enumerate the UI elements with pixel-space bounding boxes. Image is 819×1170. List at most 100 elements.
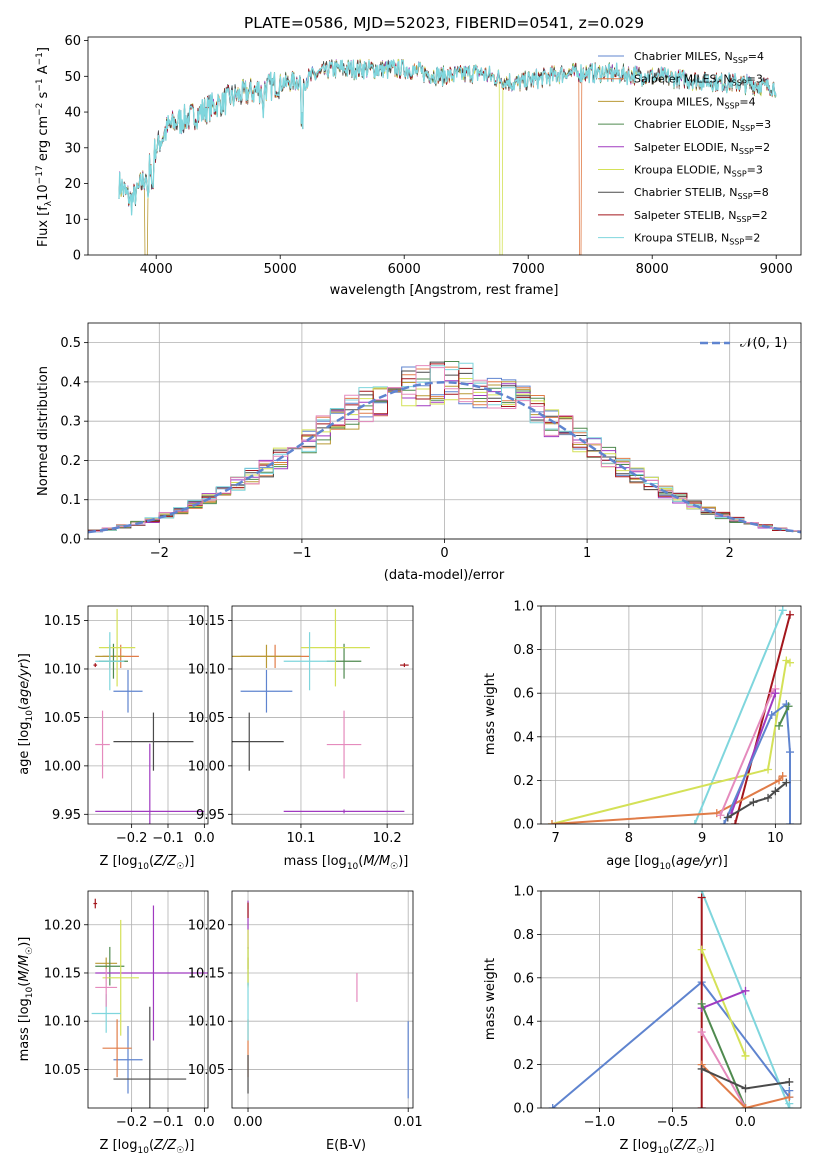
y-tick-label: 10.15 [44, 966, 81, 981]
y-tick-label: 10.05 [44, 1063, 81, 1078]
x-tick-label: 7 [552, 831, 560, 846]
mass-weight-marker [775, 776, 784, 785]
y-tick-label: 10.15 [188, 966, 225, 981]
mass-weight-marker [741, 986, 750, 995]
age-z-ylabel: age [log10(age/yr)] [17, 653, 35, 775]
axes-frame [87, 605, 209, 825]
y-tick-label: 0.3 [60, 415, 81, 430]
mass-z-ylabel: mass [log10(M/M☉)] [17, 937, 35, 1062]
mass-weight-marker [764, 765, 773, 774]
mass-weight-marker [775, 721, 784, 730]
clipped-marks [548, 891, 794, 1108]
y-tick-label: 30 [64, 141, 81, 156]
mass-weight-marker [741, 1084, 750, 1093]
y-tick-label: 0.4 [513, 730, 534, 745]
mass-z-plot-area: −0.2 −0.1 0.0 10.05 10.10 10.15 10.20 [44, 890, 215, 1130]
clipped-marks [93, 608, 205, 824]
spectrum-plot-area: 4000 5000 6000 7000 8000 9000 0 10 20 30 40 50 60 Cha… [64, 34, 802, 277]
histogram-steps [88, 365, 801, 535]
axes-frame [540, 890, 802, 1109]
mass-weight-marker [785, 1093, 794, 1102]
mass-weight-line [700, 1003, 747, 1108]
axes-frame [87, 36, 802, 256]
mass-weight-marker [697, 1028, 706, 1037]
x-tick-label: 0 [440, 546, 448, 561]
mass-weight-marker [697, 1104, 706, 1108]
y-tick-label: 0.8 [513, 643, 534, 658]
mw-age-xlabel: age [log10(age/yr)] [606, 854, 728, 872]
mass-weight-line [700, 1063, 790, 1108]
spectrum-title: PLATE=0586, MJD=52023, FIBERID=0541, z=0… [244, 14, 644, 32]
axes-frame [231, 605, 414, 825]
legend-entry: Kroupa STELIB, NSSP=2 [634, 232, 760, 247]
mass-weight-marker [716, 811, 725, 820]
clipped-marks [118, 58, 777, 255]
y-tick-label: 50 [64, 70, 81, 85]
x-tick-label: −0.1 [152, 1115, 184, 1130]
spectrum-ylabel: Flux [fλ10−17 erg cm−2 s−1 A−1] [35, 47, 54, 247]
y-tick-label: 10.10 [188, 662, 225, 677]
x-tick-label: −0.2 [116, 1115, 148, 1130]
y-tick-label: 0.6 [513, 687, 534, 702]
spectrum-series-line [118, 59, 777, 216]
mass-weight-marker [741, 1051, 750, 1060]
x-tick-label: −2 [150, 546, 169, 561]
y-tick-label: 0.0 [513, 818, 534, 833]
x-tick-label: 6000 [388, 262, 421, 277]
spectrum-series-line [118, 59, 777, 255]
legend-entry: Salpeter STELIB, NSSP=2 [634, 209, 768, 224]
mass-weight-line [778, 705, 790, 727]
y-tick-label: 10.00 [188, 759, 225, 774]
mass-ebv-xlabel: E(B-V) [326, 1138, 366, 1153]
y-tick-label: 10.00 [44, 759, 81, 774]
mw-z-xlabel: Z [log10(Z/Z☉)] [620, 1138, 715, 1156]
x-tick-label: −1.0 [584, 1115, 616, 1130]
age-vs-mass-panel: 10.1 10.2 9.95 10.00 10.05 10.10 10.15 mass [l… [188, 605, 414, 872]
y-tick-label: 10.15 [188, 614, 225, 629]
mass-weight-marker [785, 1077, 794, 1086]
mw-z-ylabel: mass weight [483, 958, 498, 1040]
x-tick-label: 7000 [512, 262, 545, 277]
mass-weight-line [693, 610, 784, 824]
y-tick-label: 10.05 [188, 711, 225, 726]
y-tick-label: 10.05 [188, 1063, 225, 1078]
y-tick-label: 10.20 [44, 918, 81, 933]
legend-entry: Kroupa MILES, NSSP=4 [634, 95, 756, 110]
age-z-xlabel: Z [log10(Z/Z☉)] [100, 854, 195, 872]
y-tick-label: 10.10 [188, 1015, 225, 1030]
histogram-steps [88, 378, 801, 535]
spectrum-xlabel: wavelength [Angstrom, rest frame] [330, 283, 559, 298]
y-tick-label: 40 [64, 106, 81, 121]
mass-weight-marker [786, 748, 795, 757]
x-tick-label: −0.5 [657, 1115, 689, 1130]
legend-entry: Salpeter ELODIE, NSSP=2 [634, 141, 770, 156]
y-tick-label: 0.2 [513, 1058, 534, 1073]
mass-weight-marker [547, 820, 556, 824]
x-tick-label: 0.0 [194, 831, 215, 846]
age-vs-metallicity-panel: −0.2 −0.1 0.0 9.95 10.00 10.05 10.10 10.15 Z [l… [17, 605, 215, 872]
y-tick-label: 10 [64, 213, 81, 228]
x-tick-label: 0.01 [394, 1115, 423, 1130]
mass-weight-marker [786, 610, 795, 619]
normal-reference-curve [88, 381, 801, 534]
mass-weight-marker [697, 893, 706, 902]
age-z-plot-area: −0.2 −0.1 0.0 9.95 10.00 10.05 10.10 10.15 [44, 605, 215, 846]
mass-weight-marker [764, 793, 773, 802]
x-tick-label: 5000 [264, 262, 297, 277]
legend-entry: Chabrier STELIB, NSSP=8 [634, 186, 769, 201]
mass-weight-marker [782, 778, 791, 787]
mass-weight-marker [771, 787, 780, 796]
mass-weight-marker [786, 820, 795, 824]
y-tick-label: 9.95 [52, 808, 81, 823]
mass-weight-line [730, 692, 777, 814]
mw-z-plot-area: −1.0 −0.5 0.0 0.0 0.2 0.4 0.6 0.8 1.0 [513, 885, 802, 1130]
mass-weight-marker [741, 1104, 750, 1108]
y-tick-label: 1.0 [513, 600, 534, 615]
mass-weight-marker [786, 658, 795, 667]
y-tick-label: 0.4 [60, 375, 81, 390]
histogram-xlabel: (data-model)/error [384, 568, 505, 583]
y-tick-label: 1.0 [513, 885, 534, 900]
mass-weight-marker [749, 798, 758, 807]
age-mass-xlabel: mass [log10(M/M☉)] [284, 854, 409, 872]
legend-entry: Chabrier MILES, NSSP=4 [634, 50, 764, 65]
